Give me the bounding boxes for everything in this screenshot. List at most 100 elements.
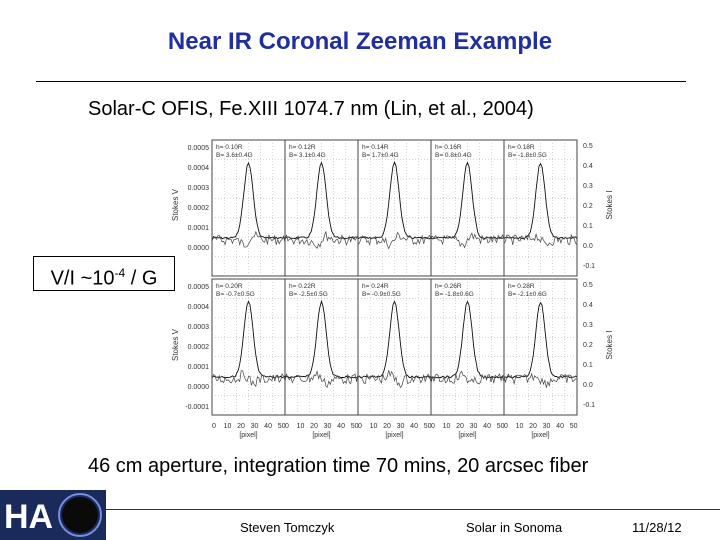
panel-field-label: B= 1.7±0.4G — [362, 152, 399, 159]
x-tick-label: 50 — [497, 423, 505, 430]
panel-field-label: B= 0.8±0.4G — [435, 152, 472, 159]
panel-field-label: B= 3.6±0.4G — [216, 152, 253, 159]
stokes-v-line — [503, 233, 578, 247]
slide-title: Near IR Coronal Zeeman Example — [167, 28, 553, 55]
footer-venue: Solar in Sonoma — [466, 520, 563, 535]
x-tick-label: 40 — [483, 423, 491, 430]
x-tick-label: 10 — [297, 423, 305, 430]
right-tick-label: 0.3 — [583, 183, 593, 190]
panel-field-label: B= -1.8±0.5G — [508, 152, 547, 159]
ratio-suffix: / G — [125, 267, 158, 290]
panel-height-label: h= 0.10R — [216, 144, 243, 151]
panel-height-label: h= 0.18R — [508, 144, 535, 151]
stokes-v-line — [284, 231, 359, 249]
panel-field-label: B= -2.5±0.5G — [289, 291, 328, 298]
stokes-i-line — [430, 161, 505, 240]
right-tick-label: 0.4 — [583, 163, 593, 170]
x-axis-label: [pixel] — [458, 432, 476, 439]
x-axis-label: [pixel] — [239, 432, 257, 439]
panel-frame — [503, 278, 578, 416]
right-tick-label: 0.1 — [583, 362, 593, 369]
right-tick-label: 0.2 — [583, 203, 593, 210]
x-tick-label: 50 — [570, 423, 578, 430]
x-tick-label: 30 — [324, 423, 332, 430]
left-tick-label: 0.0002 — [188, 344, 210, 351]
right-tick-label: 0.3 — [583, 322, 593, 329]
right-tick-label: 0.0 — [583, 382, 593, 389]
figure-caption: Solar-C OFIS, Fe.XIII 1074.7 nm (Lin, et… — [88, 98, 534, 120]
panel-frame — [503, 139, 578, 277]
x-tick-label: 10 — [443, 423, 451, 430]
x-tick-label: 20 — [529, 423, 537, 430]
stokes-v-line — [503, 372, 578, 388]
x-tick-label: 20 — [310, 423, 318, 430]
hao-logo: HA — [0, 490, 106, 540]
right-tick-label: 0.5 — [583, 282, 593, 289]
ratio-callout: V/I ~10-4 / G — [33, 256, 175, 291]
x-tick-label: 20 — [383, 423, 391, 430]
x-tick-label: 50 — [424, 423, 432, 430]
left-tick-label: 0.0005 — [188, 284, 210, 291]
x-tick-label: 40 — [337, 423, 345, 430]
left-tick-label: 0.0000 — [188, 245, 210, 252]
x-tick-label: 30 — [470, 423, 478, 430]
x-tick-label: 40 — [410, 423, 418, 430]
ratio-exponent: -4 — [114, 266, 126, 280]
panel-frame — [430, 139, 505, 277]
panel-height-label: h= 0.22R — [289, 283, 316, 290]
panel-frame — [211, 139, 286, 277]
panel-height-label: h= 0.16R — [435, 144, 462, 151]
x-tick-label: 10 — [224, 423, 232, 430]
panel-frame — [357, 139, 432, 277]
right-tick-label: -0.1 — [583, 263, 595, 270]
x-tick-label: 40 — [556, 423, 564, 430]
right-tick-label: 0.5 — [583, 143, 593, 150]
stokes-v-line — [430, 232, 505, 249]
right-tick-label: 0.0 — [583, 243, 593, 250]
panel-frame — [284, 278, 359, 416]
x-tick-label: 50 — [278, 423, 286, 430]
stokes-i-line — [284, 299, 359, 379]
ratio-prefix: V/I ~10 — [50, 267, 115, 290]
title-divider — [36, 81, 686, 82]
footer-date: 11/28/12 — [632, 520, 682, 535]
panel-field-label: B= 3.1±0.4G — [289, 152, 326, 159]
instrument-caption: 46 cm aperture, integration time 70 mins… — [88, 455, 589, 477]
left-axis-label-top: Stokes V — [171, 188, 180, 221]
stokes-v-line — [357, 231, 432, 250]
stokes-i-line — [430, 300, 504, 379]
stokes-i-line — [211, 161, 286, 240]
panel-height-label: h= 0.14R — [362, 144, 389, 151]
left-tick-label: 0.0001 — [188, 364, 210, 371]
left-tick-label: 0.0003 — [188, 324, 210, 331]
x-tick-label: 30 — [397, 423, 405, 430]
x-tick-label: 0 — [212, 423, 216, 430]
right-tick-label: 0.1 — [583, 223, 593, 230]
x-tick-label: 20 — [237, 423, 245, 430]
panel-height-label: h= 0.28R — [508, 283, 535, 290]
x-tick-label: 0 — [504, 423, 508, 430]
left-tick-label: 0.0003 — [188, 185, 210, 192]
stokes-figure: Stokes V Stokes V Stokes I Stokes I 0.0005 0.… — [171, 139, 614, 439]
footer-divider — [0, 509, 720, 510]
right-tick-label: 0.4 — [583, 302, 593, 309]
x-tick-label: 50 — [351, 423, 359, 430]
left-tick-label: 0.0000 — [188, 384, 210, 391]
right-axis-label-top: Stokes I — [605, 191, 614, 220]
stokes-i-line — [357, 160, 432, 240]
panel-frame — [284, 139, 359, 277]
panel-field-label: B= -0.7±0.5G — [216, 291, 255, 298]
x-axis-label: [pixel] — [312, 432, 330, 439]
x-tick-label: 10 — [370, 423, 378, 430]
panel-height-label: h= 0.20R — [216, 283, 243, 290]
left-tick-label: 0.0001 — [188, 225, 210, 232]
right-axis-label-bottom: Stokes I — [605, 331, 614, 360]
panel-frame — [211, 278, 286, 416]
stokes-v-line — [430, 370, 505, 385]
stokes-v-line — [357, 370, 432, 389]
panel-height-label: h= 0.26R — [435, 283, 462, 290]
panel-field-label: B= -2.1±0.6G — [508, 291, 547, 298]
x-tick-label: 20 — [456, 423, 464, 430]
logo-text: HA — [4, 498, 53, 536]
left-tick-label: 0.0004 — [188, 304, 210, 311]
